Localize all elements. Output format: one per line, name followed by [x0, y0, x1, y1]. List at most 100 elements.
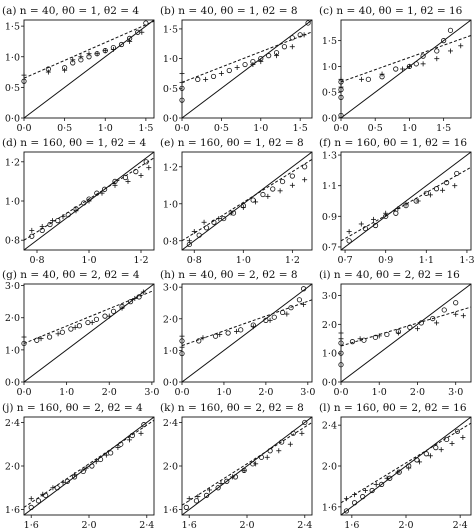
- plus-point: [460, 434, 466, 440]
- plus-point: [359, 76, 365, 82]
- plus-point: [50, 485, 56, 491]
- y-tick-label: 0·0: [5, 114, 20, 125]
- circle-point: [195, 76, 201, 82]
- x-tick-label: 1·6: [24, 520, 39, 529]
- plus-point: [234, 328, 240, 334]
- circle-point: [203, 492, 210, 498]
- y-tick-label: 2·0: [163, 462, 178, 473]
- y-tick-label: 2·4: [5, 418, 20, 429]
- circle-point: [46, 334, 53, 340]
- circle-point: [338, 350, 344, 356]
- x-tick-label: 1·6: [182, 520, 197, 529]
- y-tick-label: 0·0: [163, 378, 178, 389]
- panel-a: (a) n = 40, θ0 = 1, θ2 = 4 0·00·0 0·5 0·5 1·…: [2, 5, 155, 134]
- plus-point: [28, 496, 34, 502]
- plus-point: [338, 76, 344, 82]
- circle-point: [102, 186, 108, 192]
- plus-point: [103, 452, 109, 458]
- circle-point: [281, 44, 288, 50]
- circle-point: [351, 500, 358, 506]
- y-tick-label: 2·4: [163, 418, 178, 429]
- y-tick-label: 3·0: [163, 283, 178, 294]
- panel-g: (g) n = 40, θ0 = 2, θ2 = 4 0·00·0 1·0 1·0 2·…: [2, 269, 159, 398]
- circle-point: [129, 432, 135, 439]
- panel-title: (j) n = 160, θ0 = 2, θ2 = 4: [2, 402, 143, 414]
- plus-point: [50, 218, 56, 224]
- circle-point: [215, 485, 221, 491]
- plus-point: [179, 344, 185, 350]
- fitted-line: [340, 35, 472, 83]
- reference-line: [340, 151, 472, 251]
- circle-point: [349, 339, 356, 345]
- plus-point: [38, 336, 44, 342]
- reference-line: [181, 19, 313, 119]
- panel-i: (i) n = 40, θ0 = 2, θ2 = 16 0·00·0 1·0 1·0 2…: [319, 269, 472, 398]
- plus-point: [230, 474, 236, 480]
- circle-point: [76, 323, 83, 329]
- x-tick-label: 2·0: [102, 387, 117, 398]
- plus-point: [343, 496, 349, 502]
- plus-point: [127, 38, 133, 44]
- circle-point: [302, 419, 308, 426]
- circle-point: [418, 320, 424, 326]
- circle-point: [143, 20, 149, 26]
- circle-point: [433, 445, 439, 451]
- circle-point: [338, 112, 344, 119]
- circle-point: [93, 316, 100, 322]
- circle-point: [212, 333, 219, 339]
- x-tick-label: 0·5: [214, 123, 229, 134]
- plus-point: [86, 51, 92, 57]
- plus-point: [253, 199, 259, 205]
- plot-frame: [23, 19, 155, 119]
- plus-point: [241, 467, 247, 473]
- x-tick-label: 0·7: [338, 255, 353, 266]
- fitted-line: [181, 158, 313, 242]
- plus-point: [240, 204, 246, 210]
- circle-point: [413, 61, 419, 67]
- fitted-line: [181, 422, 313, 506]
- x-tick-label: 0·0: [174, 123, 189, 134]
- plus-point: [216, 216, 222, 222]
- plot-frame: [340, 19, 472, 119]
- circle-point: [346, 238, 352, 244]
- plus-point: [301, 302, 307, 308]
- plus-point: [206, 487, 212, 493]
- circle-point: [221, 215, 227, 222]
- x-tick-label: 2·4: [139, 520, 154, 529]
- plus-point: [218, 480, 224, 486]
- y-tick-label: 0·5: [163, 84, 178, 95]
- plus-point: [253, 461, 259, 467]
- x-tick-label: 1·0: [253, 123, 268, 134]
- plus-point: [72, 472, 78, 478]
- x-tick-label: 1·5: [138, 123, 153, 134]
- reference-line: [181, 151, 313, 251]
- circle-point: [179, 85, 185, 91]
- plus-point: [338, 84, 344, 90]
- plus-point: [338, 336, 344, 342]
- y-tick-label: 1·5: [163, 24, 178, 35]
- plus-point: [406, 63, 412, 69]
- x-tick-label: 0·0: [16, 123, 31, 134]
- y-tick-label: 1·5: [322, 36, 337, 47]
- x-tick-label: 2·0: [398, 520, 413, 529]
- circle-point: [143, 159, 149, 165]
- plus-point: [438, 447, 444, 453]
- circle-point: [266, 53, 272, 59]
- circle-point: [296, 297, 303, 303]
- panel-j: (j) n = 160, θ0 = 2, θ2 = 4 1·6 1·6 2·0 2·0 2…: [2, 402, 155, 529]
- plus-point: [200, 335, 206, 341]
- circle-point: [289, 35, 295, 41]
- plus-point: [452, 183, 458, 189]
- plus-point: [302, 177, 308, 183]
- plus-point: [460, 313, 466, 319]
- reference-line: [181, 283, 313, 383]
- plus-point: [395, 330, 401, 336]
- plus-point: [379, 71, 385, 77]
- circle-point: [393, 210, 399, 216]
- y-tick-label: 0·8: [5, 236, 20, 247]
- x-tick-label: 2·0: [81, 520, 96, 529]
- plus-point: [217, 332, 223, 338]
- circle-point: [384, 331, 390, 338]
- x-tick-label: 0·9: [378, 255, 393, 266]
- plus-point: [417, 459, 423, 465]
